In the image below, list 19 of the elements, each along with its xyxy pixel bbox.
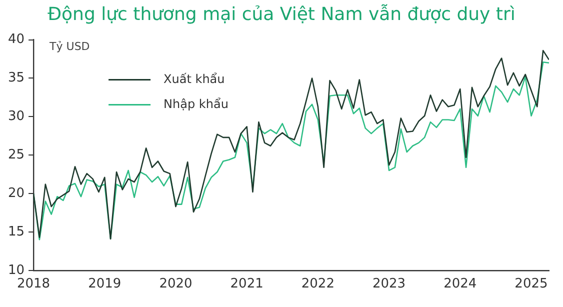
y-tick-label: 10 [8,262,25,278]
chart-title: Động lực thương mại của Việt Nam vẫn được duy trì [46,4,516,25]
y-tick-label: 30 [8,109,25,124]
y-tick-label: 25 [8,147,25,162]
legend-label: Xuất khẩu [164,72,225,86]
x-tick-label: 2018 [16,276,50,292]
x-tick-label: 2019 [88,276,122,292]
y-tick-label: 40 [8,32,25,48]
y-axis-title: Tỷ USD [48,40,90,54]
y-tick-label: 35 [8,70,25,86]
x-tick-label: 2022 [301,276,334,292]
legend-label: Nhập khẩu [164,96,228,111]
x-tick-label: 2021 [230,276,264,292]
x-tick-label: 2025 [514,276,548,292]
x-tick-label: 2023 [372,276,406,292]
x-tick-label: 2024 [444,276,477,292]
y-tick-label: 20 [8,186,25,201]
y-tick-label: 15 [8,224,25,240]
x-tick-label: 2020 [159,276,192,292]
